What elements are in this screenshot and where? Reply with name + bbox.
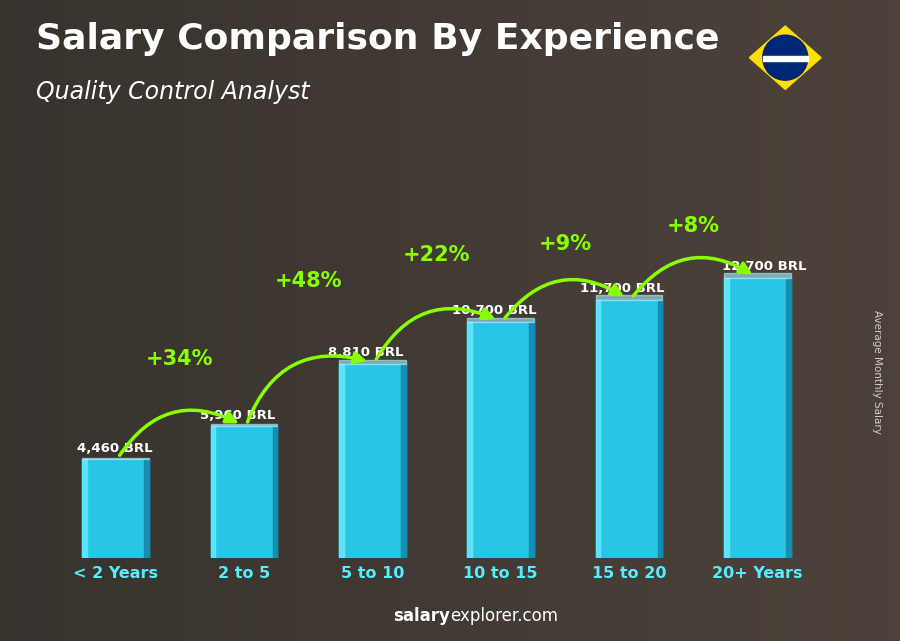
Text: 10,700 BRL: 10,700 BRL bbox=[452, 304, 536, 317]
Bar bbox=[273, 426, 277, 558]
Text: 4,460 BRL: 4,460 BRL bbox=[77, 442, 153, 455]
Text: 8,810 BRL: 8,810 BRL bbox=[328, 346, 404, 359]
Text: +34%: +34% bbox=[146, 349, 213, 369]
Bar bbox=[211, 426, 277, 558]
Bar bbox=[596, 300, 600, 558]
Bar bbox=[339, 360, 406, 363]
Bar bbox=[658, 300, 662, 558]
Bar bbox=[596, 300, 662, 558]
Bar bbox=[724, 278, 729, 558]
Text: +9%: +9% bbox=[538, 233, 591, 254]
Polygon shape bbox=[750, 26, 821, 89]
Text: salary: salary bbox=[393, 607, 450, 625]
Text: +22%: +22% bbox=[403, 245, 471, 265]
Bar bbox=[763, 56, 807, 61]
Text: +8%: +8% bbox=[667, 216, 720, 236]
Circle shape bbox=[763, 35, 807, 80]
Bar bbox=[786, 278, 791, 558]
Text: 12,700 BRL: 12,700 BRL bbox=[722, 260, 806, 274]
Bar bbox=[401, 363, 406, 558]
Bar bbox=[467, 322, 534, 558]
Bar bbox=[724, 278, 791, 558]
Bar bbox=[467, 318, 534, 322]
Bar bbox=[211, 424, 277, 426]
Text: 11,700 BRL: 11,700 BRL bbox=[580, 283, 665, 296]
Text: +48%: +48% bbox=[274, 271, 342, 291]
Bar bbox=[144, 460, 149, 558]
Bar bbox=[339, 363, 406, 558]
Text: Average Monthly Salary: Average Monthly Salary bbox=[872, 310, 883, 434]
Bar bbox=[211, 426, 215, 558]
Bar bbox=[339, 363, 344, 558]
Text: 5,960 BRL: 5,960 BRL bbox=[200, 409, 275, 422]
Text: Quality Control Analyst: Quality Control Analyst bbox=[36, 80, 310, 104]
Bar bbox=[467, 322, 472, 558]
Bar bbox=[724, 273, 791, 278]
Bar bbox=[529, 322, 534, 558]
Bar bbox=[82, 460, 149, 558]
Bar bbox=[82, 458, 149, 460]
Bar bbox=[596, 296, 662, 300]
Text: explorer.com: explorer.com bbox=[450, 607, 558, 625]
Bar bbox=[82, 460, 87, 558]
Text: Salary Comparison By Experience: Salary Comparison By Experience bbox=[36, 22, 719, 56]
